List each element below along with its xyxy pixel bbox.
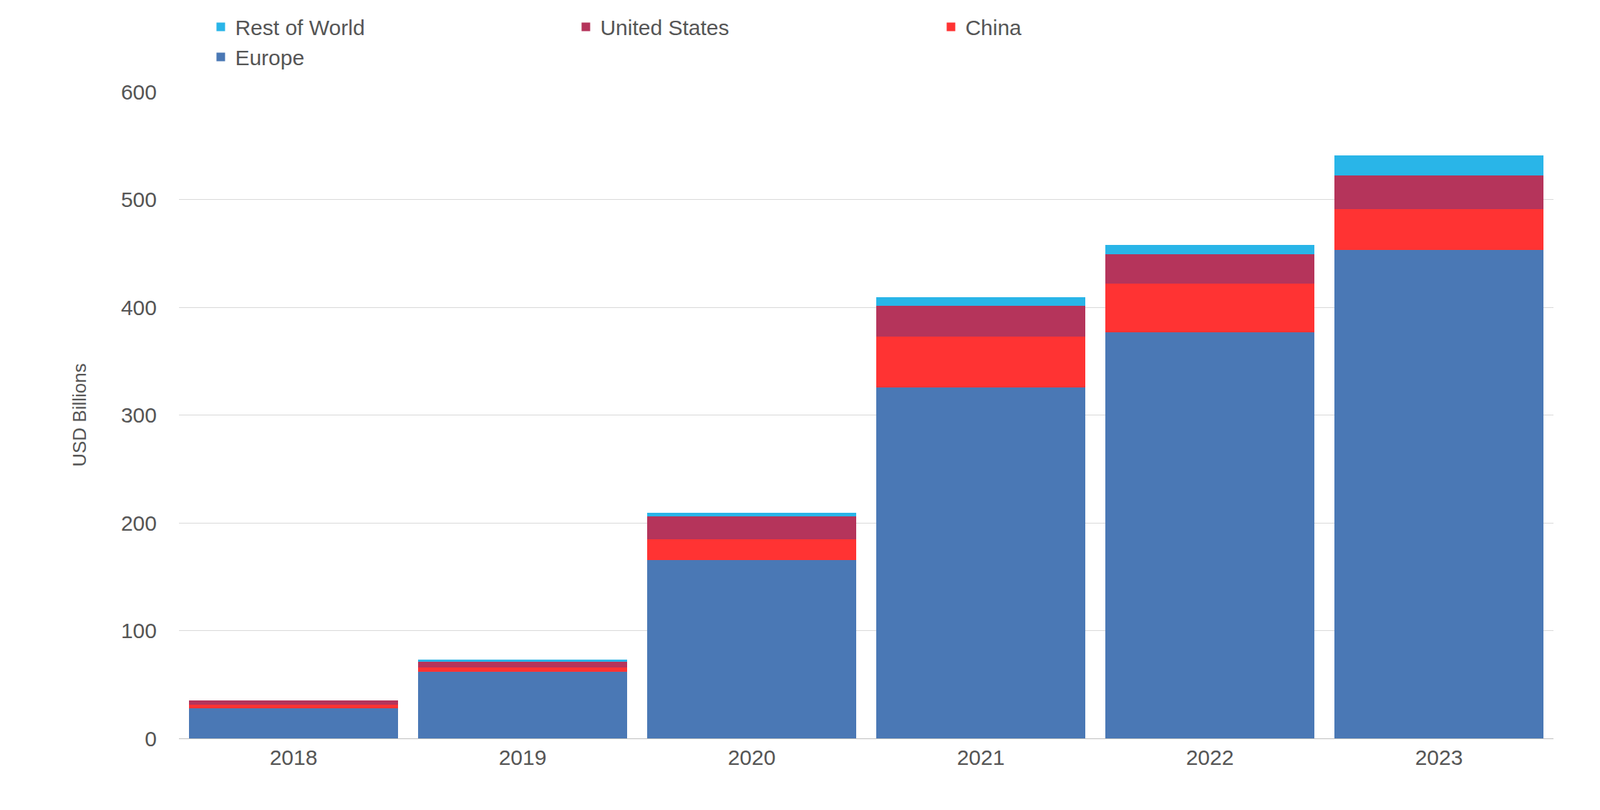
svg-text:400: 400 bbox=[120, 295, 157, 320]
svg-text:600: 600 bbox=[120, 80, 157, 104]
svg-text:Europe: Europe bbox=[234, 45, 305, 70]
svg-text:2019: 2019 bbox=[498, 745, 547, 769]
svg-text:200: 200 bbox=[120, 511, 157, 535]
svg-text:Rest of World: Rest of World bbox=[234, 15, 365, 40]
svg-text:2022: 2022 bbox=[1186, 745, 1235, 769]
svg-text:2020: 2020 bbox=[728, 745, 777, 769]
svg-text:100: 100 bbox=[120, 618, 157, 643]
svg-text:United States: United States bbox=[599, 15, 729, 40]
svg-text:0: 0 bbox=[144, 726, 157, 751]
svg-text:2021: 2021 bbox=[957, 745, 1006, 769]
svg-text:China: China bbox=[965, 15, 1022, 40]
svg-text:2018: 2018 bbox=[269, 745, 318, 769]
svg-text:USD Billions: USD Billions bbox=[68, 362, 91, 467]
svg-text:2023: 2023 bbox=[1415, 745, 1464, 769]
svg-text:300: 300 bbox=[120, 403, 157, 427]
svg-text:500: 500 bbox=[120, 187, 157, 212]
